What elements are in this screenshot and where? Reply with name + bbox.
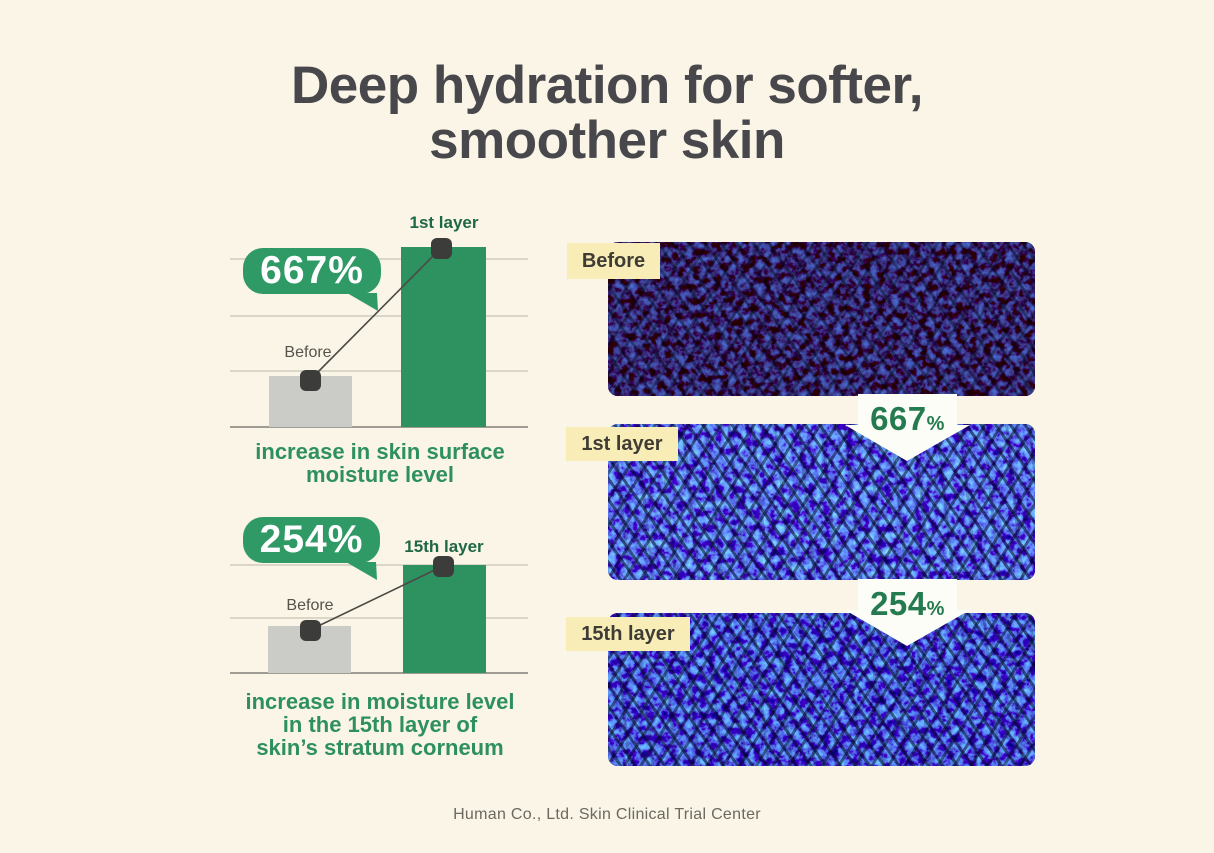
- badge-label: 667%: [845, 400, 970, 438]
- page-title-line2: smoother skin: [429, 111, 785, 170]
- gridline: [230, 564, 528, 566]
- gridline: [230, 315, 528, 317]
- percent-bubble-label: 254%: [259, 518, 364, 561]
- caption-line: moisture level: [306, 462, 454, 487]
- photo-label-chip-before: Before: [567, 243, 660, 279]
- before-label: Before: [284, 344, 332, 361]
- percent-arrow-badge-667: 667%: [845, 394, 970, 461]
- percent-bubble-667: 667%: [243, 248, 381, 311]
- down-arrow-shape: [845, 579, 970, 646]
- percent-sign: %: [926, 413, 945, 435]
- data-marker: [431, 238, 452, 259]
- gridline: [230, 617, 528, 619]
- micrograph-15th-layer: [608, 613, 1035, 766]
- bubble-tail: [346, 562, 377, 580]
- page-title-line1: Deep hydration for softer,: [291, 56, 923, 115]
- connector-line: [309, 565, 444, 631]
- micrograph-texture: [608, 242, 1035, 396]
- axis-line: [230, 426, 528, 428]
- bar-1st-layer: [401, 247, 486, 427]
- connector-line: [309, 247, 442, 381]
- caption-line: increase in moisture level: [245, 689, 515, 714]
- badge-value: 667: [870, 400, 927, 437]
- photo-label-chip-1st-layer: 1st layer: [566, 427, 678, 461]
- percent-sign: %: [926, 598, 945, 620]
- page-title: Deep hydration for softer, smoother skin: [0, 58, 1214, 168]
- bubble-tail: [347, 293, 378, 311]
- after-label-1st-layer: 1st layer: [409, 213, 479, 232]
- axis-line: [230, 672, 528, 674]
- chart-caption-surface: increase in skin surface moisture level: [230, 440, 530, 486]
- gridline: [230, 370, 528, 372]
- data-marker: [300, 620, 321, 641]
- after-label-15th-layer: 15th layer: [404, 537, 484, 556]
- down-arrow-shape: [845, 394, 970, 461]
- chart-caption-15th: increase in moisture level in the 15th la…: [218, 690, 542, 759]
- caption-line: increase in skin surface: [255, 439, 505, 464]
- percent-arrow-badge-254: 254%: [845, 579, 970, 646]
- micrograph-before: [608, 242, 1035, 396]
- badge-value: 254: [870, 585, 927, 622]
- bar-15th-layer: [403, 565, 486, 673]
- footer-credit: Human Co., Ltd. Skin Clinical Trial Cent…: [453, 806, 761, 823]
- badge-label: 254%: [845, 585, 970, 623]
- percent-bubble-label: 667%: [260, 249, 364, 292]
- caption-line: in the 15th layer of: [282, 712, 478, 737]
- before-label: Before: [286, 597, 334, 614]
- micrograph-1st-layer: [608, 424, 1035, 580]
- caption-line: skin’s stratum corneum: [256, 735, 504, 760]
- percent-bubble-254: 254%: [243, 517, 380, 580]
- photo-label-chip-15th-layer: 15th layer: [566, 617, 690, 651]
- skin-texture-lines: [608, 424, 1035, 580]
- data-marker: [300, 370, 321, 391]
- data-marker: [433, 556, 454, 577]
- skin-texture-lines: [608, 242, 1035, 396]
